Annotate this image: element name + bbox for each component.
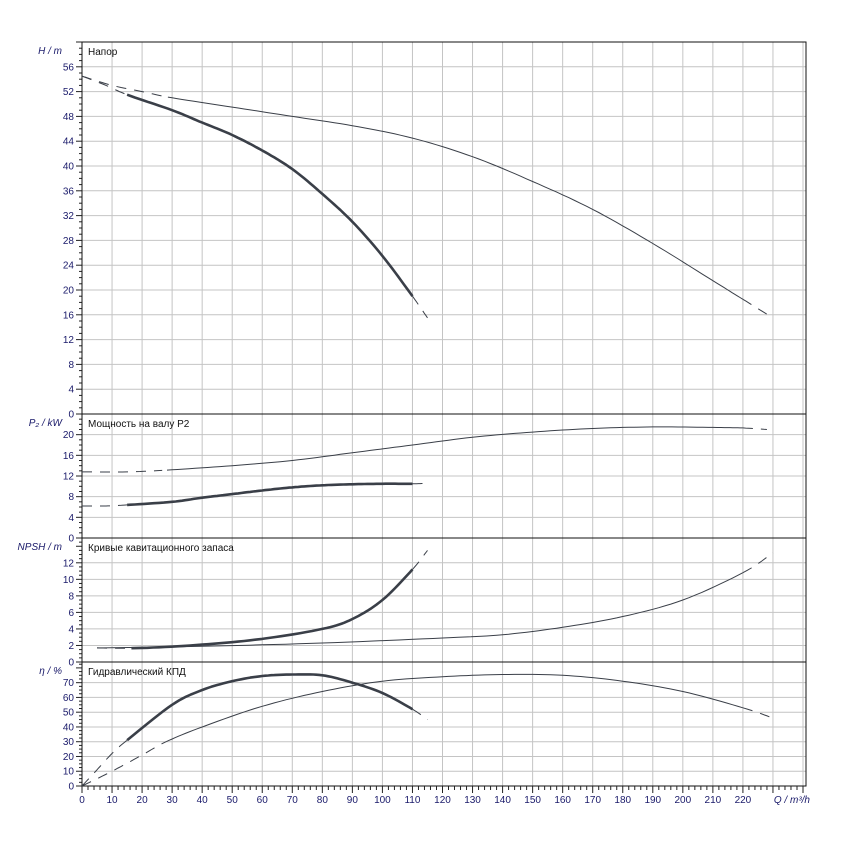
y-tick-label: 40 [63, 722, 75, 733]
y-tick-label: 20 [63, 430, 75, 441]
y-tick-label: 2 [68, 641, 74, 652]
y-tick-label: 50 [63, 708, 75, 719]
x-tick-label: 220 [735, 795, 752, 806]
y-tick-label: 10 [63, 575, 75, 586]
x-tick-label: 100 [374, 795, 391, 806]
x-axis-label: Q / m³/h [774, 795, 811, 806]
x-tick-label: 150 [524, 795, 541, 806]
series-thin-dashed-start [82, 469, 163, 473]
series-thick-dashed-end [412, 708, 428, 720]
series-thick [131, 568, 414, 650]
y-tick-label: 12 [63, 472, 75, 483]
y-tick-label: 12 [63, 558, 75, 569]
x-tick-label: 140 [494, 795, 511, 806]
y-tick-label: 52 [63, 87, 75, 98]
x-tick-label: 70 [287, 795, 299, 806]
y-tick-label: 6 [68, 608, 74, 619]
y-tick-label: 56 [63, 62, 75, 73]
panel-efficiency: 0 10 20 30 40 50 60 70η / % Гидравлический КПД [39, 661, 807, 793]
x-tick-label: 130 [464, 795, 481, 806]
y-tick-label: 48 [63, 112, 75, 123]
y-tick-label: 36 [63, 186, 75, 197]
panel-title: Кривые кавитационного запаса [88, 543, 234, 554]
y-axis-label: P₂ / kW [29, 418, 64, 429]
series-thin [97, 572, 744, 649]
series-thick-dashed-start [82, 504, 128, 507]
series-thick-dashed-start [81, 75, 128, 96]
panel-title: Мощность на валу P2 [88, 419, 190, 430]
y-tick-label: 28 [63, 236, 75, 247]
y-axis-label: η / % [39, 666, 62, 677]
x-tick-label: 60 [257, 795, 269, 806]
series-thick [127, 482, 413, 507]
y-axis-label: NPSH / m [18, 542, 62, 553]
y-tick-label: 30 [63, 737, 75, 748]
y-tick-label: 8 [68, 591, 74, 602]
y-tick-label: 12 [63, 335, 75, 346]
y-tick-label: 40 [63, 162, 75, 173]
y-tick-label: 0 [68, 410, 74, 421]
y-tick-label: 32 [63, 211, 75, 222]
series-thin-dashed-end [742, 552, 774, 574]
series-thin [165, 673, 744, 743]
series-thin [166, 426, 743, 471]
x-tick-label: 170 [584, 795, 601, 806]
series-thick-dashed-end [412, 295, 428, 319]
panel-frame [81, 661, 807, 787]
series-thin-dashed-end [742, 298, 774, 319]
series-thin-dashed-start [81, 741, 167, 787]
y-tick-label: 44 [63, 137, 75, 148]
panel-title: Напор [88, 47, 118, 58]
series-thick [126, 673, 414, 742]
y-tick-label: 8 [68, 360, 74, 371]
x-tick-label: 20 [137, 795, 149, 806]
x-tick-label: 90 [347, 795, 359, 806]
x-tick-label: 120 [434, 795, 451, 806]
y-tick-label: 4 [68, 624, 74, 635]
y-tick-label: 0 [68, 782, 74, 793]
series-thin [167, 96, 744, 300]
x-tick-label: 30 [167, 795, 179, 806]
x-tick-label: 50 [227, 795, 239, 806]
series-thin-dashed-end [742, 707, 774, 719]
y-tick-label: 16 [63, 310, 75, 321]
x-tick-label: 0 [79, 795, 85, 806]
x-tick-label: 40 [197, 795, 209, 806]
series-thin-dashed-end [742, 427, 767, 430]
y-tick-label: 20 [63, 752, 75, 763]
series-thin-dashed-start [81, 75, 165, 97]
x-tick-label: 160 [554, 795, 571, 806]
x-tick-label: 190 [644, 795, 661, 806]
x-tick-label: 110 [404, 795, 420, 806]
y-tick-label: 20 [63, 286, 75, 297]
y-tick-label: 8 [68, 492, 74, 503]
series-thick [126, 93, 414, 297]
panel-title: Гидравлический КПД [88, 667, 186, 678]
y-axis-label: H / m [38, 46, 62, 57]
y-tick-label: 10 [63, 767, 75, 778]
panel-frame [81, 41, 807, 415]
series-thick-dashed-end [412, 482, 428, 485]
y-tick-label: 4 [68, 385, 74, 396]
x-tick-label: 10 [106, 795, 118, 806]
y-tick-label: 60 [63, 693, 75, 704]
x-tick-label: 200 [674, 795, 691, 806]
y-tick-label: 0 [68, 534, 74, 545]
y-tick-label: 16 [63, 451, 75, 462]
series-thick-dashed-end [412, 550, 428, 570]
y-tick-label: 70 [63, 678, 75, 689]
panel-frame [81, 537, 807, 663]
y-tick-label: 24 [63, 261, 75, 272]
series-thick-dashed-start [81, 739, 128, 787]
x-tick-label: 80 [317, 795, 329, 806]
y-tick-label: 4 [68, 513, 74, 524]
x-tick-label: 210 [705, 795, 722, 806]
y-tick-label: 0 [68, 658, 74, 669]
x-tick-label: 180 [614, 795, 631, 806]
